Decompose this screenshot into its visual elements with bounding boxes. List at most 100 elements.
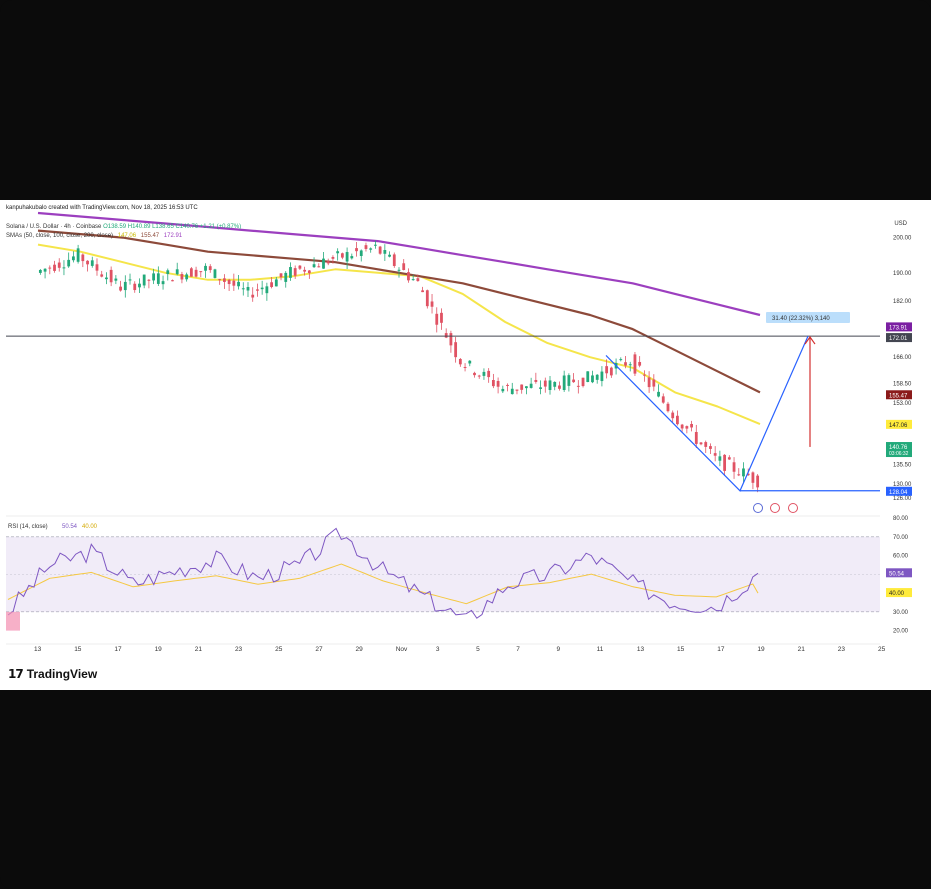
date-tick-label: 21 xyxy=(798,646,806,653)
date-tick-label: 15 xyxy=(74,646,82,653)
candle-body xyxy=(331,256,335,259)
candle-body xyxy=(364,245,368,249)
candle-body xyxy=(477,375,481,377)
candle-body xyxy=(690,423,693,428)
candle-body xyxy=(392,254,396,266)
candle-body xyxy=(119,286,122,291)
candle-body xyxy=(661,396,665,403)
candle-body xyxy=(732,462,736,472)
rsi-ma-line xyxy=(7,563,759,605)
candle-body xyxy=(48,267,52,269)
candle-body xyxy=(676,415,679,425)
date-tick-label: 23 xyxy=(235,646,243,653)
candle-body xyxy=(355,248,358,252)
price-badge-label: 172.01 xyxy=(889,336,908,342)
candle-body xyxy=(128,279,132,281)
price-tick-label: 190.00 xyxy=(893,271,912,277)
candle-body xyxy=(746,473,750,476)
date-tick-label: 25 xyxy=(878,646,886,653)
candle-body xyxy=(284,272,288,282)
candle-body xyxy=(251,294,255,298)
candle-body xyxy=(237,281,240,287)
candle-body xyxy=(633,354,637,374)
candle-body xyxy=(378,246,382,254)
candle-body xyxy=(100,274,104,277)
candle-body xyxy=(38,269,42,273)
candle-body xyxy=(496,381,500,387)
price-badge-label: 155.47 xyxy=(889,393,908,399)
candle-body xyxy=(81,254,85,262)
candle-body xyxy=(642,374,646,376)
price-tick-label: 153.00 xyxy=(893,401,912,407)
sma200-value: 172.91 xyxy=(163,233,183,239)
candle-body xyxy=(435,313,439,325)
rsi-value: 50.54 xyxy=(62,524,78,530)
candle-body xyxy=(430,301,434,307)
candle-body xyxy=(350,256,354,259)
price-chart[interactable]: 31.40 (22.32%) 3,140 200.00 190.00 182.00 16… xyxy=(0,200,931,690)
candle-body xyxy=(105,277,108,280)
price-badge-label: 147.06 xyxy=(889,423,908,429)
price-tick-label: 130.00 xyxy=(893,482,912,488)
candle-body xyxy=(62,267,66,269)
created-line: kanpuhakubalo created with TradingView.c… xyxy=(6,205,198,211)
candle-body xyxy=(114,278,118,281)
symbol-name[interactable]: Solana / U.S. Dollar · 4h · Coinbase xyxy=(6,224,102,230)
candle-body xyxy=(685,426,689,429)
candle-body xyxy=(515,389,519,391)
candle-body xyxy=(359,250,363,256)
candle-body xyxy=(322,258,325,269)
candle-body xyxy=(458,358,462,365)
date-tick-label: 19 xyxy=(757,646,765,653)
tradingview-logo[interactable]: 17 TradingView xyxy=(8,667,97,681)
candle-body xyxy=(567,375,571,386)
date-tick-label: 7 xyxy=(516,646,520,653)
candle-body xyxy=(180,274,184,280)
candle-body xyxy=(473,372,476,376)
candle-body xyxy=(723,454,727,471)
date-tick-label: 23 xyxy=(838,646,846,653)
candle-body xyxy=(463,366,467,368)
price-tick-label: 182.00 xyxy=(893,299,912,305)
candle-body xyxy=(227,279,231,285)
date-tick-label: 21 xyxy=(195,646,203,653)
candle-body xyxy=(543,380,547,387)
date-tick-label: 29 xyxy=(356,646,364,653)
candle-body xyxy=(605,366,609,374)
candle-body xyxy=(411,279,415,281)
candle-body xyxy=(133,283,137,291)
candle-body xyxy=(600,371,604,382)
candle-body xyxy=(138,283,141,288)
candle-body xyxy=(487,370,491,378)
candle-body xyxy=(482,371,486,376)
candle-body xyxy=(562,375,566,391)
rsi-line xyxy=(7,527,759,619)
date-tick-label: 17 xyxy=(114,646,122,653)
candle-body xyxy=(742,468,745,477)
sma-legend-label[interactable]: SMAs (50, close, 100, close, 200, close) xyxy=(6,233,114,239)
date-tick-label: 13 xyxy=(34,646,42,653)
candle-body xyxy=(510,388,514,395)
candle-body xyxy=(246,286,250,291)
price-tick-label: 200.00 xyxy=(893,236,912,242)
event-marker-icon xyxy=(788,503,798,513)
currency-unit[interactable]: USD xyxy=(894,221,907,227)
candle-body xyxy=(397,269,401,271)
candle-body xyxy=(501,388,505,392)
candle-body xyxy=(175,269,179,275)
rsi-tick-label: 30.00 xyxy=(893,610,909,616)
candle-body xyxy=(204,265,207,271)
price-badge xyxy=(886,419,912,429)
sma50-value: 147.06 xyxy=(117,233,137,239)
event-marker-icon xyxy=(753,503,763,513)
candle-body xyxy=(270,282,273,288)
candle-body xyxy=(76,248,80,262)
candle-body xyxy=(680,424,684,429)
candle-body xyxy=(652,379,656,387)
candle-body xyxy=(43,268,47,272)
price-badge xyxy=(886,486,912,496)
candle-body xyxy=(624,362,627,366)
candle-body xyxy=(340,253,344,258)
candle-body xyxy=(307,270,311,274)
candle-body xyxy=(256,289,259,291)
